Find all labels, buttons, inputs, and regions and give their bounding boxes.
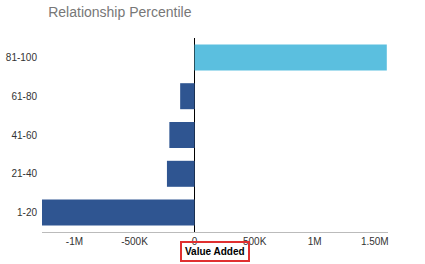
- svg-text:1-20: 1-20: [17, 207, 37, 218]
- svg-text:21-40: 21-40: [11, 168, 37, 179]
- svg-text:41-60: 41-60: [11, 130, 37, 141]
- svg-text:Relationship Percentile: Relationship Percentile: [48, 4, 191, 20]
- svg-text:500K: 500K: [243, 236, 267, 247]
- svg-text:0: 0: [192, 236, 198, 247]
- svg-text:81-100: 81-100: [6, 52, 38, 63]
- svg-text:1.50M: 1.50M: [361, 236, 389, 247]
- svg-text:Value Added: Value Added: [185, 246, 245, 257]
- svg-text:-500K: -500K: [121, 236, 148, 247]
- svg-text:1M: 1M: [308, 236, 322, 247]
- svg-text:-1M: -1M: [66, 236, 83, 247]
- svg-text:61-80: 61-80: [11, 91, 37, 102]
